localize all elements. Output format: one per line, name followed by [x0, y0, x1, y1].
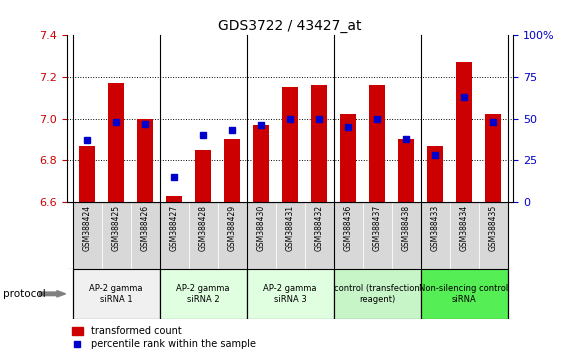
Text: AP-2 gamma
siRNA 1: AP-2 gamma siRNA 1: [89, 284, 143, 303]
Bar: [456, 62, 472, 202]
Text: GSM388434: GSM388434: [459, 205, 469, 251]
FancyBboxPatch shape: [218, 202, 246, 269]
FancyBboxPatch shape: [246, 202, 276, 269]
Bar: [282, 87, 298, 202]
Legend: transformed count, percentile rank within the sample: transformed count, percentile rank withi…: [71, 326, 256, 349]
FancyBboxPatch shape: [304, 202, 333, 269]
Text: GSM388432: GSM388432: [314, 205, 324, 251]
FancyBboxPatch shape: [420, 202, 450, 269]
Bar: [224, 139, 240, 202]
FancyBboxPatch shape: [160, 202, 188, 269]
FancyBboxPatch shape: [362, 202, 392, 269]
Text: GSM388431: GSM388431: [285, 205, 295, 251]
FancyBboxPatch shape: [334, 202, 362, 269]
FancyBboxPatch shape: [246, 269, 334, 319]
Text: GSM388426: GSM388426: [140, 205, 150, 251]
Text: GSM388424: GSM388424: [82, 205, 92, 251]
Bar: [79, 145, 95, 202]
Text: GSM388438: GSM388438: [401, 205, 411, 251]
Text: GSM388435: GSM388435: [488, 205, 498, 251]
FancyBboxPatch shape: [72, 202, 102, 269]
Bar: [195, 150, 211, 202]
Bar: [340, 114, 356, 202]
Text: GSM388437: GSM388437: [372, 205, 382, 251]
FancyBboxPatch shape: [420, 269, 508, 319]
Bar: [427, 145, 443, 202]
Text: control (transfection
reagent): control (transfection reagent): [334, 284, 420, 303]
Text: GSM388436: GSM388436: [343, 205, 353, 251]
Text: AP-2 gamma
siRNA 3: AP-2 gamma siRNA 3: [263, 284, 317, 303]
Bar: [108, 83, 124, 202]
Text: GSM388433: GSM388433: [430, 205, 440, 251]
Text: GSM388428: GSM388428: [198, 205, 208, 251]
Text: GSM388425: GSM388425: [111, 205, 121, 251]
FancyBboxPatch shape: [160, 269, 246, 319]
Text: GSM388429: GSM388429: [227, 205, 237, 251]
FancyBboxPatch shape: [450, 202, 478, 269]
FancyBboxPatch shape: [72, 269, 160, 319]
FancyBboxPatch shape: [102, 202, 130, 269]
Text: GSM388427: GSM388427: [169, 205, 179, 251]
Bar: [311, 85, 327, 202]
Bar: [485, 114, 501, 202]
Text: protocol: protocol: [3, 289, 46, 299]
Text: Non-silencing control
siRNA: Non-silencing control siRNA: [419, 284, 509, 303]
FancyBboxPatch shape: [188, 202, 218, 269]
Bar: [137, 119, 153, 202]
Bar: [166, 195, 182, 202]
Bar: [253, 125, 269, 202]
Bar: [398, 139, 414, 202]
FancyBboxPatch shape: [276, 202, 304, 269]
Bar: [369, 85, 385, 202]
FancyBboxPatch shape: [478, 202, 508, 269]
FancyBboxPatch shape: [130, 202, 160, 269]
FancyBboxPatch shape: [334, 269, 420, 319]
FancyBboxPatch shape: [392, 202, 420, 269]
Text: GSM388430: GSM388430: [256, 205, 266, 251]
Title: GDS3722 / 43427_at: GDS3722 / 43427_at: [218, 19, 362, 33]
Text: AP-2 gamma
siRNA 2: AP-2 gamma siRNA 2: [176, 284, 230, 303]
